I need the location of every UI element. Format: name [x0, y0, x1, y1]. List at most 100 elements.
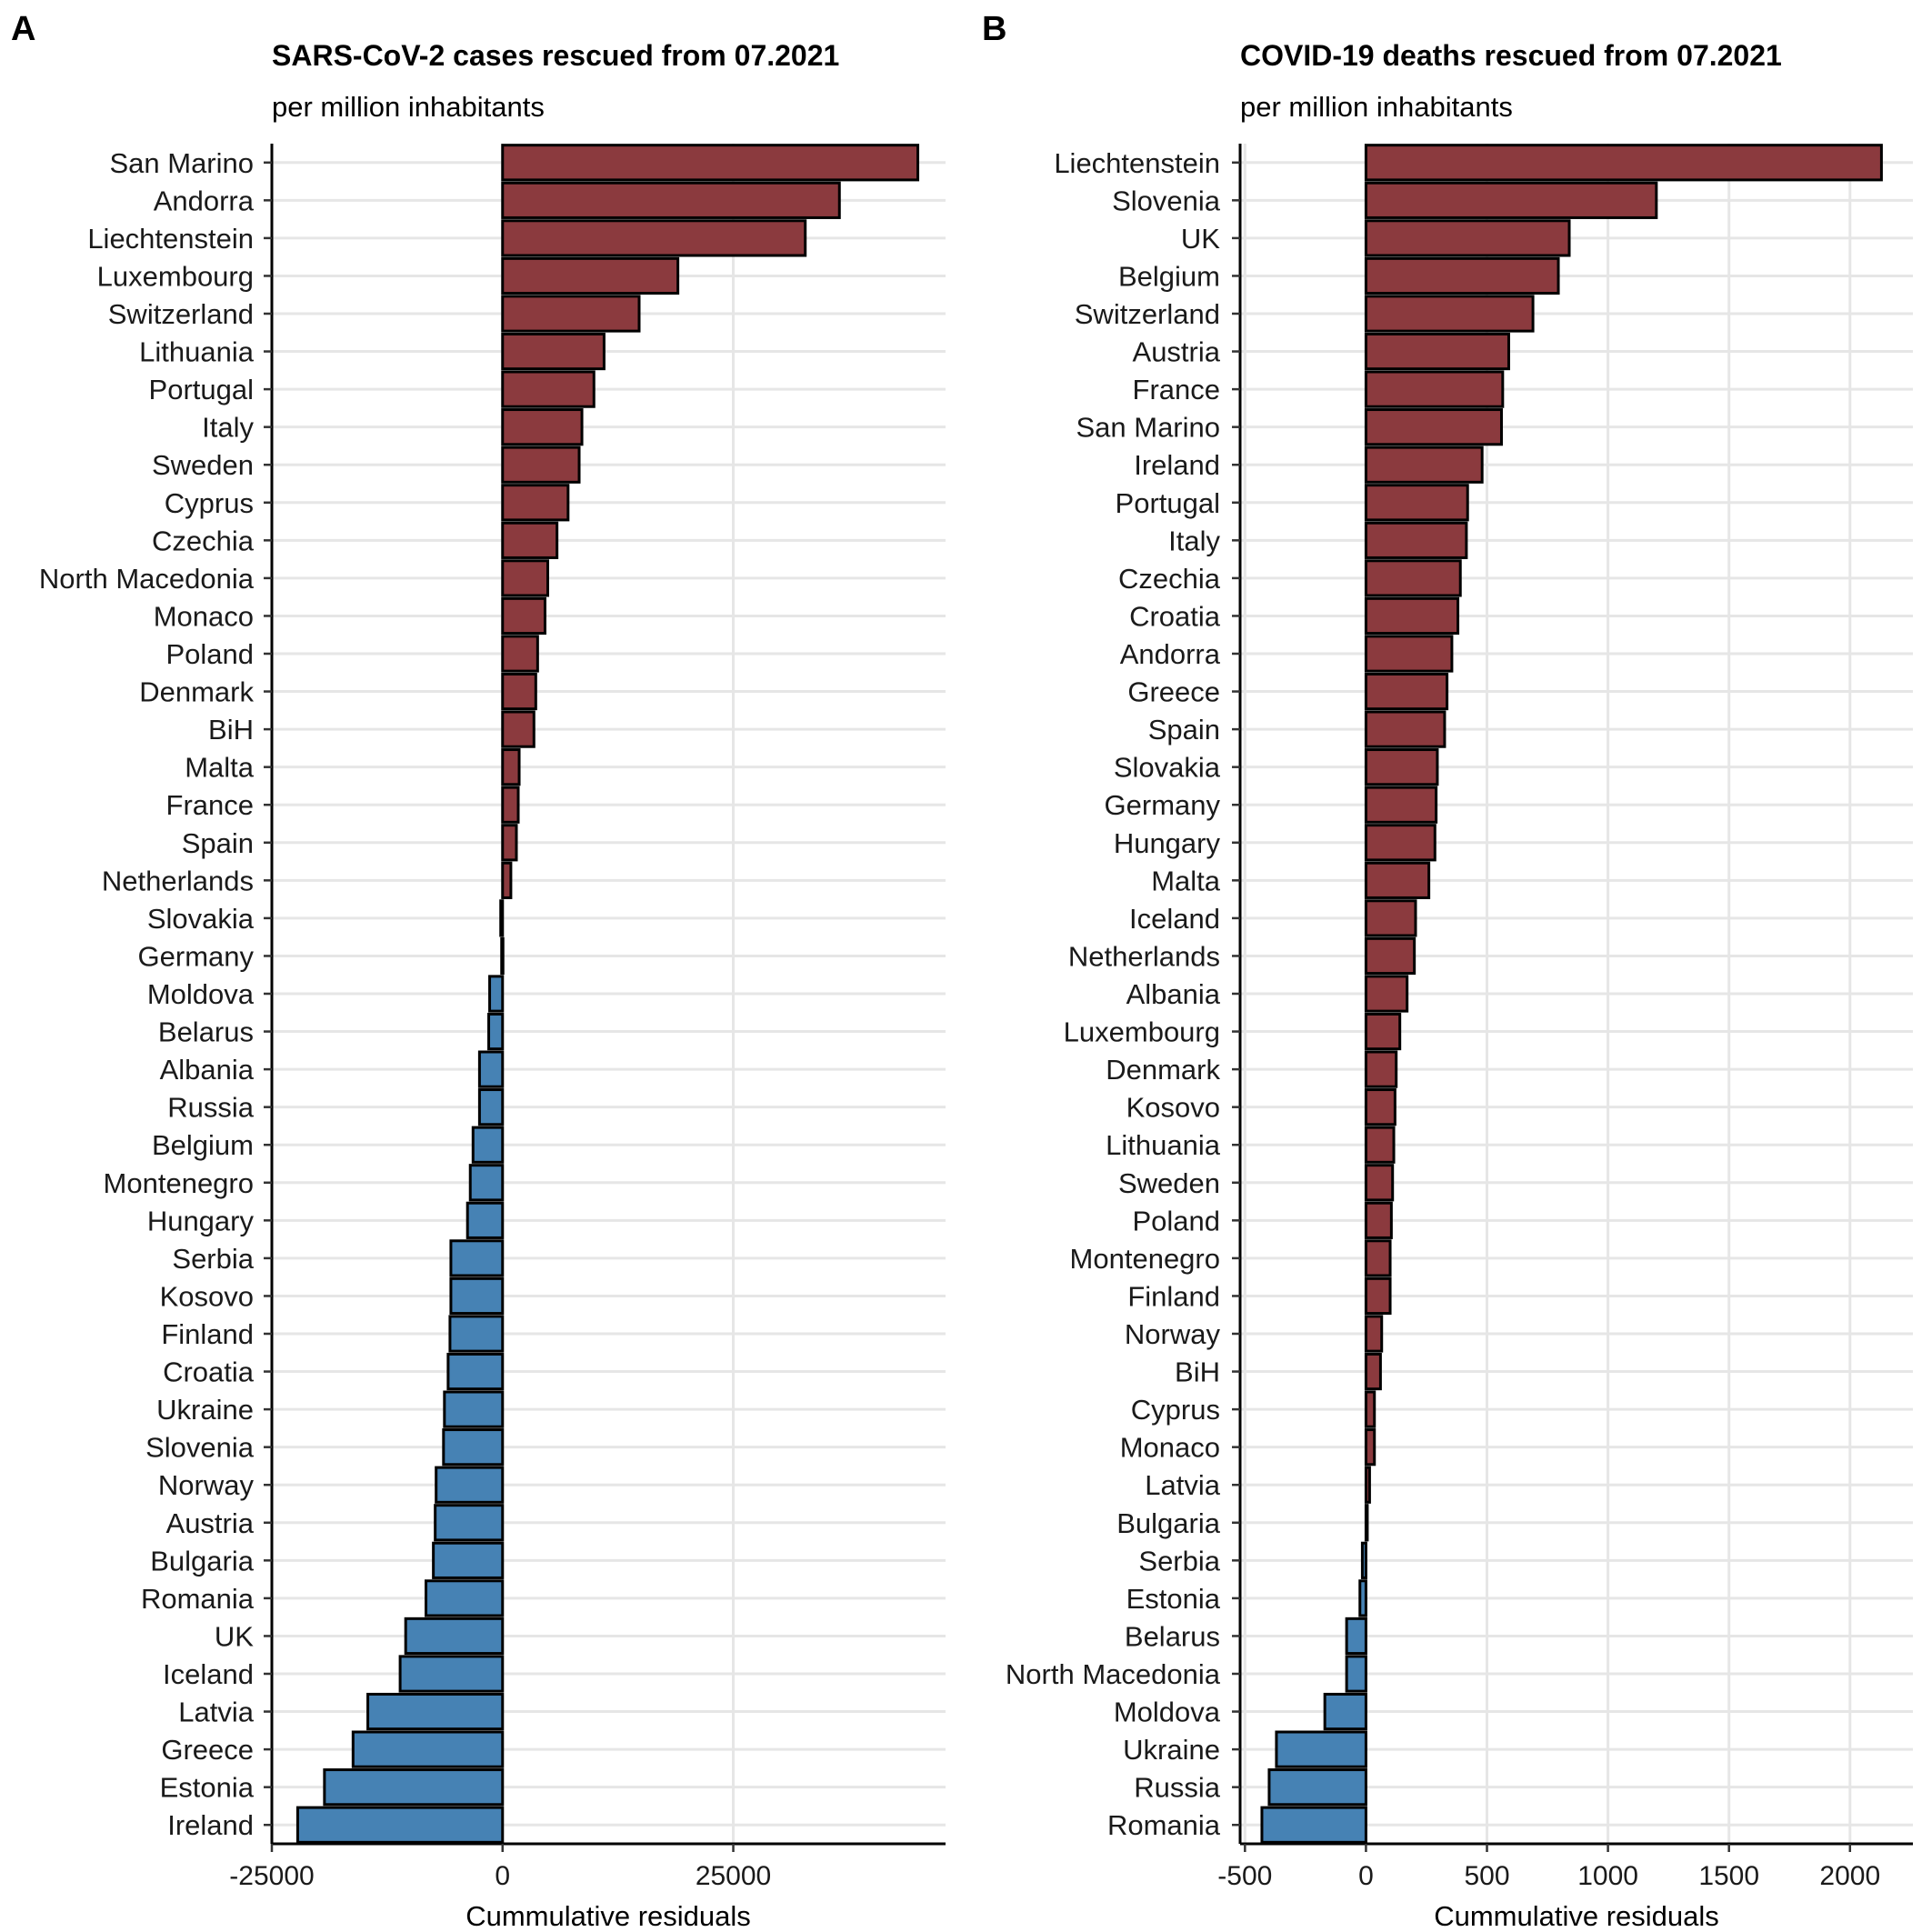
panel-a-category-label: Montenegro — [104, 1167, 254, 1199]
panel-b-category-label: Poland — [1132, 1205, 1220, 1236]
panel-a-bar-italy — [501, 408, 584, 446]
panel-b-category-label: Germany — [1105, 789, 1221, 821]
panel-b-plot-area: Liechtenstein Slovenia UK Belgium Switzerlan… — [1006, 144, 1913, 1891]
panel-a-category-label: Greece — [161, 1734, 254, 1766]
panel-b-bar-moldova — [1323, 1692, 1367, 1731]
panel-b-bar-slovakia — [1364, 748, 1439, 786]
panel-a-category-label: Belarus — [158, 1016, 254, 1048]
panel-b-x-tick-label: 2000 — [1819, 1861, 1880, 1891]
panel-b-bar-croatia — [1364, 596, 1460, 636]
panel-a-category-label: Spain — [182, 827, 254, 859]
panel-b-category-label: Portugal — [1116, 487, 1220, 519]
panel-a-bar-malta — [501, 748, 521, 786]
panel-a-category-label: Sweden — [152, 449, 254, 481]
panel-b-bar-uk — [1364, 219, 1571, 257]
panel-b-bar-slovenia — [1364, 181, 1658, 219]
panel-b-bar-north-macedonia — [1345, 1655, 1367, 1693]
panel-a-category-label: Norway — [158, 1469, 255, 1501]
panel-b-x-tick-label: 0 — [1358, 1861, 1374, 1891]
panel-a-category-label: Bulgaria — [150, 1545, 254, 1577]
panel-a-category-label: Russia — [167, 1092, 255, 1124]
panel-b-category-label: Lithuania — [1106, 1129, 1221, 1161]
panel-b-category-label: Italy — [1168, 525, 1220, 556]
panel-a-bar-luxembourg — [501, 256, 680, 295]
panel-b-category-label: Latvia — [1145, 1469, 1220, 1501]
panel-b-category-label: Andorra — [1120, 638, 1221, 670]
panel-a-bar-kosovo — [449, 1276, 505, 1316]
panel-b-category-label: Ireland — [1134, 449, 1220, 481]
panel-a-bar-serbia — [449, 1239, 505, 1277]
panel-a-bar-montenegro — [468, 1164, 505, 1202]
panel-b-bar-san-marino — [1364, 408, 1503, 446]
panel-a-bar-denmark — [501, 672, 537, 711]
panel-b-bar-kosovo — [1364, 1088, 1396, 1126]
panel-a-bar-hungary — [465, 1201, 505, 1239]
panel-b-bar-netherlands — [1364, 936, 1416, 976]
panel-a-category-label: Germany — [138, 940, 255, 972]
panel-a-category-label: Switzerland — [108, 298, 254, 330]
panel-b-bar-czechia — [1364, 559, 1462, 597]
panel-a-bar-albania — [477, 1050, 505, 1088]
panel-a-bar-romania — [425, 1579, 505, 1617]
panel-b-bar-hungary — [1364, 824, 1436, 862]
panel-a-bar-iceland — [398, 1655, 505, 1693]
panel-b-category-label: Moldova — [1114, 1697, 1221, 1728]
panel-a-bar-portugal — [501, 370, 596, 408]
panel-a-bar-austria — [434, 1504, 505, 1542]
panel-b-bar-greece — [1364, 672, 1449, 711]
panel-a-bar-russia — [477, 1088, 505, 1126]
panel-a-x-axis-title: Cummulative residuals — [465, 1900, 751, 1932]
panel-b-bar-liechtenstein — [1364, 144, 1883, 182]
panel-b-x-axis-title: Cummulative residuals — [1434, 1900, 1719, 1932]
panel-b-category-label: Sweden — [1118, 1167, 1220, 1199]
panel-b-bar-bih — [1364, 1352, 1382, 1391]
panel-a-bar-bulgaria — [432, 1541, 505, 1579]
panel-b-category-label: Switzerland — [1075, 298, 1220, 330]
panel-a-category-label: Ukraine — [156, 1394, 254, 1426]
panel-b-category-label: Liechtenstein — [1054, 147, 1220, 179]
panel-b-bar-france — [1364, 370, 1505, 408]
panel-b-bar-malta — [1364, 861, 1431, 899]
panel-a-bar-belgium — [471, 1126, 505, 1164]
panel-a-bar-croatia — [446, 1352, 505, 1391]
panel-a-category-label: Luxembourg — [97, 260, 254, 292]
panel-b-bar-serbia — [1360, 1541, 1367, 1579]
panel-b-category-label: Romania — [1107, 1809, 1221, 1841]
panel-a-bar-greece — [351, 1730, 505, 1768]
panel-b-bar-iceland — [1364, 899, 1417, 937]
panel-a-category-label: Malta — [185, 752, 255, 784]
panel-a-category-label: Cyprus — [165, 487, 254, 519]
panel-a-category-label: Austria — [166, 1507, 255, 1539]
panel-b-category-label: North Macedonia — [1006, 1658, 1221, 1690]
panel-b-bar-ireland — [1364, 445, 1484, 484]
panel-b-x-tick-label: -500 — [1217, 1861, 1272, 1891]
panel-b-category-label: Monaco — [1120, 1432, 1220, 1464]
panel-b-category-label: Croatia — [1129, 600, 1221, 632]
panel-b-category-label: Greece — [1127, 676, 1220, 708]
panel-b-bar-sweden — [1364, 1164, 1395, 1202]
panel-a-subtitle: per million inhabitants — [272, 91, 545, 123]
panel-a-category-label: UK — [215, 1620, 254, 1652]
panel-a-category-label: Italy — [202, 412, 254, 444]
panel-a-bar-netherlands — [501, 861, 513, 899]
panel-b-category-label: Belarus — [1125, 1620, 1220, 1652]
panel-b-bar-austria — [1364, 332, 1510, 371]
panel-a-category-label: North Macedonia — [39, 563, 255, 595]
panel-b-category-label: BiH — [1175, 1356, 1220, 1388]
panel-a-category-label: Kosovo — [160, 1280, 254, 1312]
panel-a-bar-germany — [500, 936, 505, 976]
panel-a-bar-czechia — [501, 521, 559, 559]
panel-a-bar-poland — [501, 635, 539, 673]
panel-b-category-label: Estonia — [1126, 1583, 1221, 1615]
panel-a-category-label: Slovakia — [147, 903, 255, 935]
panel-a-bar-finland — [448, 1315, 505, 1353]
panel-b-category-label: Czechia — [1118, 563, 1221, 595]
panel-a-category-label: Romania — [141, 1583, 255, 1615]
panel-b-category-label: Belgium — [1118, 260, 1220, 292]
panel-b-bar-luxembourg — [1364, 1012, 1402, 1051]
panel-a-category-label: Slovenia — [145, 1432, 255, 1464]
panel-b-category-label: Serbia — [1138, 1545, 1220, 1577]
panel-a-bar-cyprus — [501, 484, 570, 522]
panel-b-bar-germany — [1364, 786, 1438, 824]
